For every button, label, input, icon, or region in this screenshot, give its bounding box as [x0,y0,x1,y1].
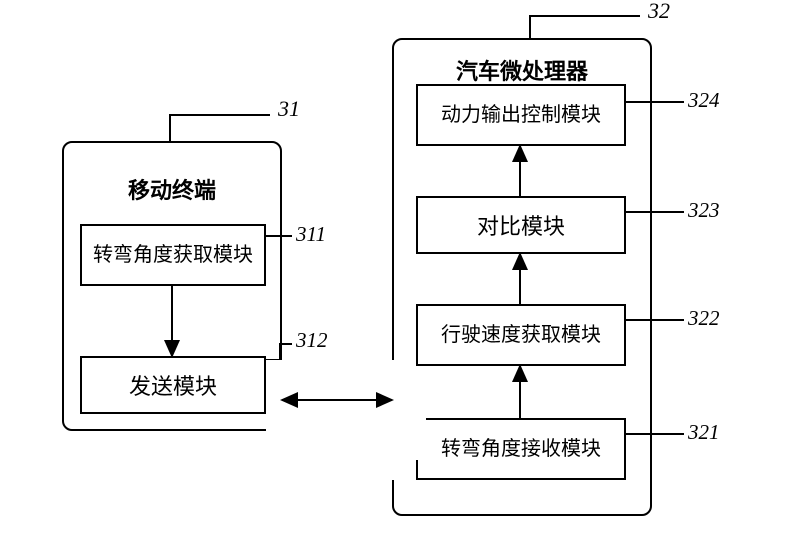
node-311: 转弯角度获取模块 [80,224,266,286]
node-323-text: 对比模块 [477,209,565,241]
node-311-text: 转弯角度获取模块 [83,243,263,268]
node-322: 行驶速度获取模块 [416,304,626,366]
label-321: 321 [688,420,720,445]
label-322: 322 [688,306,720,331]
label-324: 324 [688,88,720,113]
node-321: 转弯角度接收模块 [416,418,626,480]
label-323: 323 [688,198,720,223]
group-mobile-terminal-title: 移动终端 [64,173,280,205]
node-312-text: 发送模块 [129,369,217,401]
node-324-text: 动力输出控制模块 [431,103,611,128]
node-323: 对比模块 [416,196,626,254]
node-321-text: 转弯角度接收模块 [431,437,611,462]
label-32: 32 [648,0,670,24]
group-car-mcu-title: 汽车微处理器 [394,54,650,86]
node-322-text: 行驶速度获取模块 [431,323,611,348]
label-31: 31 [278,96,300,122]
label-311: 311 [296,222,326,247]
node-324: 动力输出控制模块 [416,84,626,146]
label-312: 312 [296,328,328,353]
node-312: 发送模块 [80,356,266,414]
